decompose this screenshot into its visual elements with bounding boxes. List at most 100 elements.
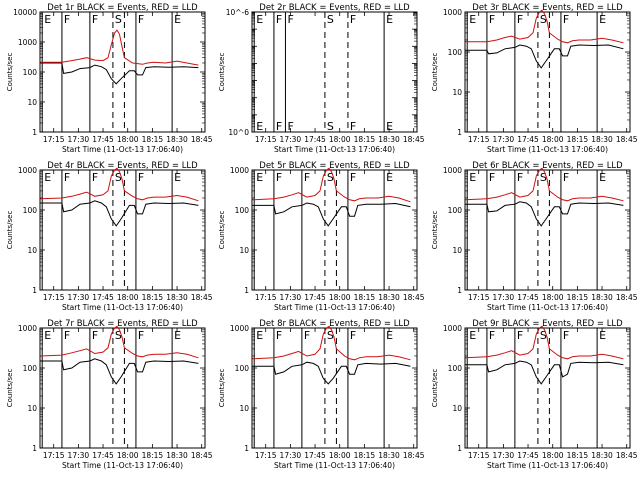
y-tick-label: 1 — [32, 444, 37, 453]
chart-title: Det 4r BLACK = Events, RED = LLD — [47, 161, 198, 171]
y-axis-label: Counts/sec — [6, 369, 14, 408]
x-tick-label: 18:15 — [354, 293, 376, 302]
y-tick-label: 1000 — [230, 324, 249, 333]
marker-label: F — [276, 171, 282, 184]
marker-label: F — [350, 329, 356, 342]
y-tick-label: 100 — [23, 68, 38, 77]
series-line-lld — [465, 9, 624, 44]
x-tick-label: 18:00 — [117, 293, 139, 302]
x-tick-label: 17:45 — [304, 293, 326, 302]
marker-label: S — [115, 171, 122, 184]
marker-label: F — [92, 13, 98, 26]
plot-frame — [464, 11, 631, 133]
marker-label: S — [327, 171, 334, 184]
x-axis-label: Start Time (11-Oct-13 17:06:40) — [62, 145, 183, 154]
marker-label: F — [276, 13, 282, 26]
chart-title: Det 6r BLACK = Events, RED = LLD — [472, 161, 623, 171]
series-line-lld — [40, 167, 199, 202]
marker-label: F — [517, 171, 523, 184]
chart-panel-2: Det 2r BLACK = Events, RED = LLD Counts/s… — [218, 3, 425, 154]
marker-label: F — [92, 329, 98, 342]
chart-title: Det 1r BLACK = Events, RED = LLD — [47, 3, 198, 13]
marker-label: E — [386, 171, 393, 184]
x-tick-label: 18:00 — [329, 451, 351, 460]
x-axis-label: Start Time (11-Oct-13 17:06:40) — [274, 461, 395, 470]
marker-label: E — [174, 171, 181, 184]
x-tick-label: 17:15 — [468, 451, 490, 460]
x-tick-label: 18:30 — [378, 135, 400, 144]
y-tick-label: 1000 — [443, 324, 462, 333]
x-tick-label: 18:00 — [329, 293, 351, 302]
marker-label: E — [174, 329, 181, 342]
chart-panel-8: Det 8r BLACK = Events, RED = LLD Counts/s… — [218, 319, 425, 470]
y-tick-label: 10000 — [13, 8, 37, 17]
series-line-events — [40, 62, 199, 85]
series-line-lld — [252, 325, 411, 361]
x-tick-label: 18:15 — [567, 451, 589, 460]
chart-title: Det 2r BLACK = Events, RED = LLD — [259, 3, 410, 13]
y-tick-label: 1 — [457, 128, 462, 137]
marker-label: F — [287, 13, 293, 26]
x-tick-label: 18:00 — [542, 135, 564, 144]
x-tick-label: 17:15 — [255, 293, 277, 302]
x-tick-label: 17:30 — [68, 135, 90, 144]
series-line-events — [40, 358, 199, 385]
x-tick-label: 17:45 — [92, 135, 114, 144]
x-tick-label: 17:45 — [517, 293, 539, 302]
x-tick-label: 17:30 — [493, 293, 515, 302]
x-tick-label: 18:15 — [354, 451, 376, 460]
marker-label: E — [386, 329, 393, 342]
y-tick-label: 10 — [239, 404, 249, 413]
y-axis-label: Counts/sec — [218, 211, 226, 250]
y-axis-label: Counts/sec — [218, 53, 226, 92]
chart-panel-5: Det 5r BLACK = Events, RED = LLD Counts/s… — [218, 161, 425, 312]
x-tick-label: 17:15 — [468, 293, 490, 302]
marker-label: F — [563, 171, 569, 184]
x-tick-label: 18:45 — [191, 451, 213, 460]
marker-label: F — [350, 171, 356, 184]
series-line-events — [465, 201, 624, 227]
marker-label: S — [327, 13, 334, 26]
plot-frame — [464, 327, 631, 449]
plot-frame — [39, 327, 206, 449]
y-tick-label: 1 — [244, 444, 249, 453]
marker-label: E — [469, 171, 476, 184]
series-line-lld — [465, 167, 624, 202]
plot-frame — [39, 169, 206, 291]
marker-label: E — [599, 13, 606, 26]
y-tick-label: 100 — [448, 206, 463, 215]
marker-label: F — [64, 329, 70, 342]
marker-label: F — [489, 329, 495, 342]
chart-title: Det 5r BLACK = Events, RED = LLD — [259, 161, 410, 171]
chart-panel-9: Det 9r BLACK = Events, RED = LLD Counts/s… — [431, 319, 638, 470]
chart-panel-6: Det 6r BLACK = Events, RED = LLD Counts/s… — [431, 161, 638, 312]
y-tick-label: 100 — [23, 206, 38, 215]
marker-label-bottom: F — [350, 120, 356, 133]
chart-panel-4: Det 4r BLACK = Events, RED = LLD Counts/s… — [6, 161, 213, 312]
marker-label: F — [138, 329, 144, 342]
x-tick-label: 18:30 — [166, 135, 188, 144]
chart-panel-7: Det 7r BLACK = Events, RED = LLD Counts/s… — [6, 319, 213, 470]
marker-label: E — [256, 329, 263, 342]
marker-label: E — [256, 13, 263, 26]
y-tick-label: 100 — [235, 364, 250, 373]
y-tick-label: 1000 — [443, 8, 462, 17]
x-tick-label: 17:15 — [255, 135, 277, 144]
y-tick-label: 10 — [452, 246, 462, 255]
x-tick-label: 17:30 — [493, 451, 515, 460]
x-tick-label: 18:30 — [166, 293, 188, 302]
x-tick-label: 17:15 — [43, 135, 65, 144]
marker-label-bottom: F — [276, 120, 282, 133]
y-tick-label: 100 — [235, 206, 250, 215]
marker-label: F — [489, 171, 495, 184]
marker-label: F — [517, 13, 523, 26]
chart-title: Det 7r BLACK = Events, RED = LLD — [47, 319, 198, 329]
y-tick-label: 1 — [457, 444, 462, 453]
x-tick-label: 18:15 — [567, 135, 589, 144]
x-tick-label: 18:45 — [403, 293, 425, 302]
y-tick-label: 100 — [448, 364, 463, 373]
x-tick-label: 18:00 — [329, 135, 351, 144]
marker-label: E — [44, 329, 51, 342]
x-tick-label: 18:45 — [616, 135, 638, 144]
